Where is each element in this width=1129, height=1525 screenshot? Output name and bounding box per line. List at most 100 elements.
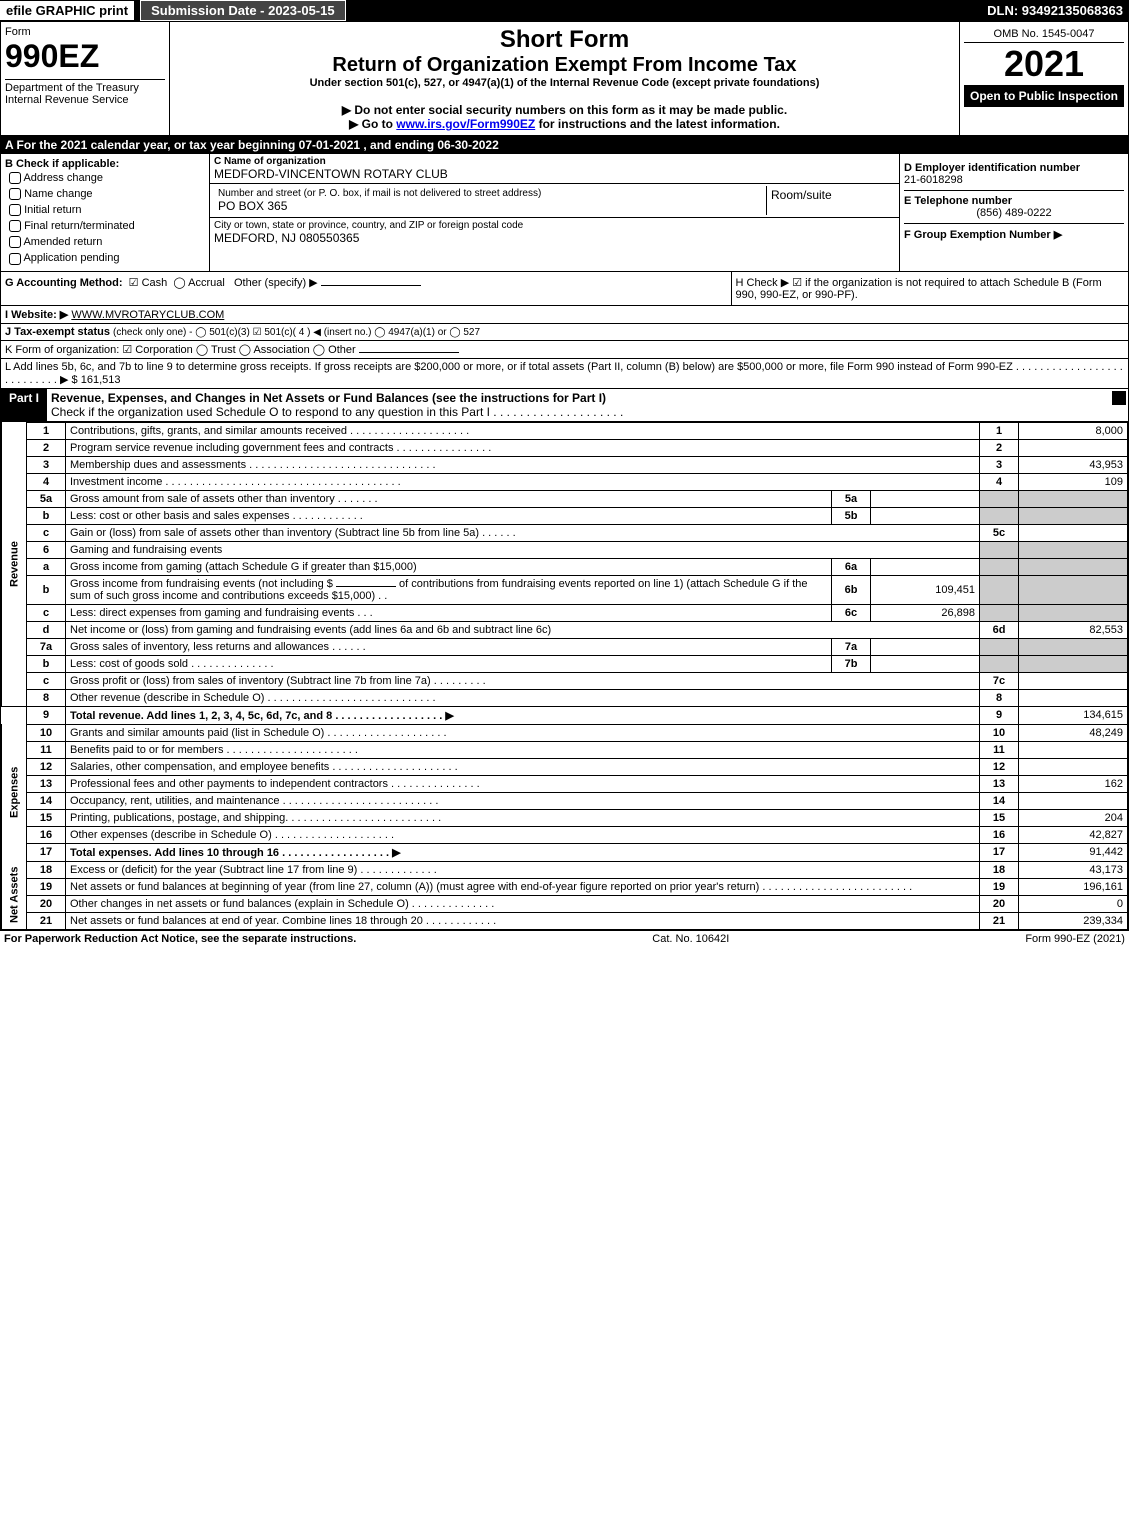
- line-no: d: [27, 621, 66, 638]
- line-label: 3: [980, 456, 1019, 473]
- note-1: ▶ Do not enter social security numbers o…: [174, 103, 955, 117]
- line-desc: Less: cost of goods sold . . . . . . . .…: [66, 655, 832, 672]
- line-desc: Professional fees and other payments to …: [66, 775, 980, 792]
- row-a-period: A For the 2021 calendar year, or tax yea…: [1, 136, 1128, 154]
- org-name: MEDFORD-VINCENTOWN ROTARY CLUB: [214, 167, 895, 181]
- mid-label: 6b: [832, 575, 871, 604]
- line-desc: Contributions, gifts, grants, and simila…: [66, 422, 980, 439]
- line-value: [1019, 490, 1128, 507]
- line-desc: Gaming and fundraising events: [66, 541, 980, 558]
- line-value: 109: [1019, 473, 1128, 490]
- line-desc: Gross income from gaming (attach Schedul…: [66, 558, 832, 575]
- line-desc: Grants and similar amounts paid (list in…: [66, 724, 980, 741]
- mid-label: 6a: [832, 558, 871, 575]
- g-accrual: Accrual: [188, 277, 225, 289]
- mid-value: [871, 507, 980, 524]
- line-label: [980, 655, 1019, 672]
- line-no: 5a: [27, 490, 66, 507]
- line-no: c: [27, 672, 66, 689]
- line-value: 48,249: [1019, 724, 1128, 741]
- line-desc: Salaries, other compensation, and employ…: [66, 758, 980, 775]
- line-desc: Gross income from fundraising events (no…: [66, 575, 832, 604]
- line-value: [1019, 541, 1128, 558]
- irs-link[interactable]: www.irs.gov/Form990EZ: [396, 117, 535, 131]
- city-label: City or town, state or province, country…: [214, 220, 895, 231]
- form-container: Form 990EZ Department of the Treasury In…: [0, 21, 1129, 931]
- mid-value: 109,451: [871, 575, 980, 604]
- line-value: [1019, 638, 1128, 655]
- line-desc: Investment income . . . . . . . . . . . …: [66, 473, 980, 490]
- line-no: 16: [27, 826, 66, 843]
- line-label: 4: [980, 473, 1019, 490]
- form-id-block: Form 990EZ Department of the Treasury In…: [1, 22, 170, 135]
- lines-table: Revenue 1 Contributions, gifts, grants, …: [1, 422, 1128, 930]
- mid-value: 26,898: [871, 604, 980, 621]
- line-label: 13: [980, 775, 1019, 792]
- line-no: b: [27, 575, 66, 604]
- line-no: 14: [27, 792, 66, 809]
- g-accounting: G Accounting Method: ☑ Cash ◯ Accrual Ot…: [1, 272, 732, 305]
- line-label: [980, 638, 1019, 655]
- line-no: 7a: [27, 638, 66, 655]
- i-label: I Website: ▶: [5, 309, 68, 321]
- line-label: [980, 507, 1019, 524]
- line-label: [980, 558, 1019, 575]
- ein-label: D Employer identification number: [904, 162, 1124, 174]
- line-desc: Net income or (loss) from gaming and fun…: [66, 621, 980, 638]
- line-label: 15: [980, 809, 1019, 826]
- col-b-checkboxes: B Check if applicable: Address change Na…: [1, 154, 210, 271]
- line-label: 11: [980, 741, 1019, 758]
- b-final: Final return/terminated: [24, 220, 135, 232]
- line-label: 5c: [980, 524, 1019, 541]
- l-text: L Add lines 5b, 6c, and 7b to line 9 to …: [5, 361, 1123, 386]
- line-desc: Gross profit or (loss) from sales of inv…: [66, 672, 980, 689]
- line-label: 10: [980, 724, 1019, 741]
- page-footer: For Paperwork Reduction Act Notice, see …: [0, 931, 1129, 947]
- line-no: 9: [27, 706, 66, 724]
- part-1-header: Part I Revenue, Expenses, and Changes in…: [1, 389, 1128, 422]
- line-desc: Total expenses. Add lines 10 through 16 …: [66, 843, 980, 861]
- line-desc: Net assets or fund balances at beginning…: [66, 878, 980, 895]
- line-label: 14: [980, 792, 1019, 809]
- line-label: 12: [980, 758, 1019, 775]
- line-label: 18: [980, 861, 1019, 878]
- line-no: 4: [27, 473, 66, 490]
- line-desc: Less: direct expenses from gaming and fu…: [66, 604, 832, 621]
- line-value: 8,000: [1019, 422, 1128, 439]
- l-value: 161,513: [81, 374, 121, 386]
- line-desc: Other changes in net assets or fund bala…: [66, 895, 980, 912]
- dept-label: Department of the Treasury: [5, 82, 165, 94]
- line-value: [1019, 672, 1128, 689]
- line-value: [1019, 575, 1128, 604]
- line-label: [980, 604, 1019, 621]
- line-desc: Program service revenue including govern…: [66, 439, 980, 456]
- b-name-change: Name change: [24, 188, 93, 200]
- line-no: 19: [27, 878, 66, 895]
- line-value: 91,442: [1019, 843, 1128, 861]
- row-j-tax-status: J Tax-exempt status (check only one) - ◯…: [1, 324, 1128, 341]
- org-city: MEDFORD, NJ 080550365: [214, 231, 895, 245]
- line-value: [1019, 524, 1128, 541]
- line-label: 6d: [980, 621, 1019, 638]
- line-label: 21: [980, 912, 1019, 929]
- line-label: [980, 575, 1019, 604]
- form-number: 990EZ: [5, 38, 165, 75]
- footer-right: Form 990-EZ (2021): [1025, 933, 1125, 945]
- part-1-check: Check if the organization used Schedule …: [51, 405, 623, 419]
- mid-label: 5a: [832, 490, 871, 507]
- line-no: 11: [27, 741, 66, 758]
- org-address: PO BOX 365: [218, 199, 762, 213]
- line-no: 3: [27, 456, 66, 473]
- mid-label: 6c: [832, 604, 871, 621]
- line-no: 17: [27, 843, 66, 861]
- line-desc: Benefits paid to or for members . . . . …: [66, 741, 980, 758]
- form-label: Form: [5, 26, 165, 38]
- line-no: 15: [27, 809, 66, 826]
- netassets-label: Net Assets: [2, 861, 27, 929]
- line-value: 204: [1019, 809, 1128, 826]
- line-value: [1019, 689, 1128, 706]
- mid-label: 7a: [832, 638, 871, 655]
- top-bar: efile GRAPHIC print Submission Date - 20…: [0, 0, 1129, 21]
- line-desc: Total revenue. Add lines 1, 2, 3, 4, 5c,…: [66, 706, 980, 724]
- line-label: 19: [980, 878, 1019, 895]
